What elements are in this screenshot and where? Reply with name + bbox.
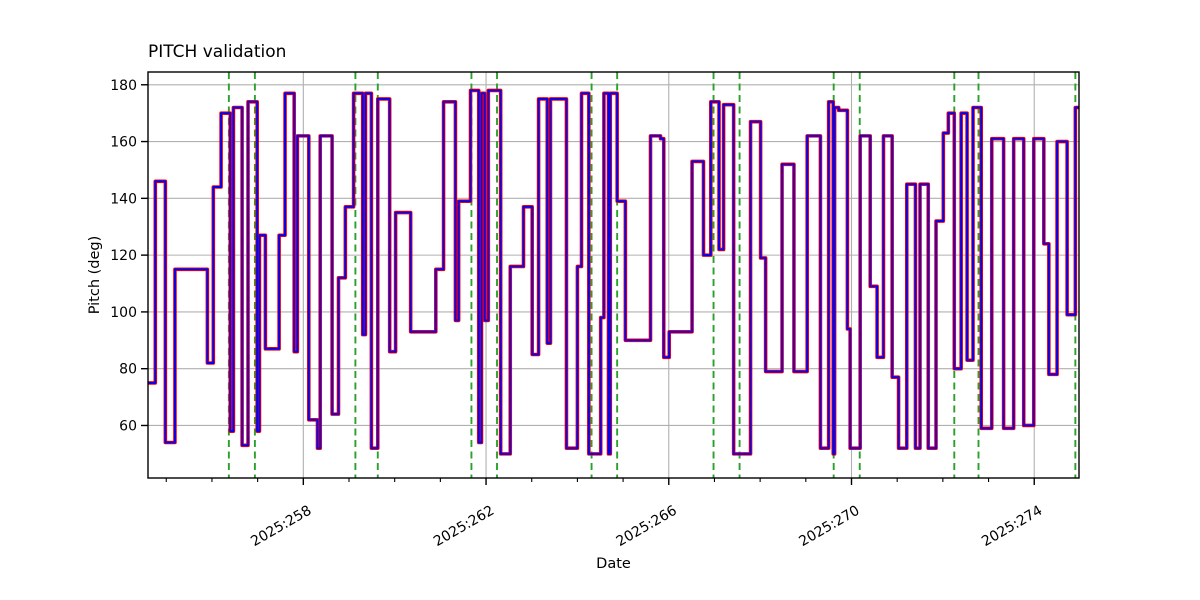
y-tick-label: 180 bbox=[110, 78, 137, 94]
y-tick-label: 60 bbox=[119, 418, 137, 434]
x-axis-label: Date bbox=[596, 556, 631, 572]
axes-layer bbox=[141, 71, 1080, 485]
series-layer bbox=[148, 88, 1079, 456]
axes-frame bbox=[147, 71, 1080, 479]
x-tick-label: 2025:270 bbox=[796, 503, 862, 550]
x-tick-label: 2025:266 bbox=[614, 503, 680, 550]
x-tick-label: 2025:262 bbox=[431, 503, 497, 550]
pitch-reference-line bbox=[148, 88, 1079, 456]
y-tick-label: 100 bbox=[110, 305, 137, 321]
grid-layer bbox=[148, 72, 1079, 478]
y-tick-label: 140 bbox=[110, 191, 137, 207]
x-tick-label: 2025:258 bbox=[248, 503, 314, 550]
chart-title: PITCH validation bbox=[148, 42, 286, 62]
y-tick-label: 120 bbox=[110, 248, 137, 264]
pitch-validated-line bbox=[148, 89, 1079, 455]
y-axis-label: Pitch (deg) bbox=[87, 236, 103, 315]
y-tick-label: 160 bbox=[110, 135, 137, 151]
y-tick-label: 80 bbox=[119, 362, 137, 378]
x-tick-label: 2025:274 bbox=[979, 503, 1045, 550]
